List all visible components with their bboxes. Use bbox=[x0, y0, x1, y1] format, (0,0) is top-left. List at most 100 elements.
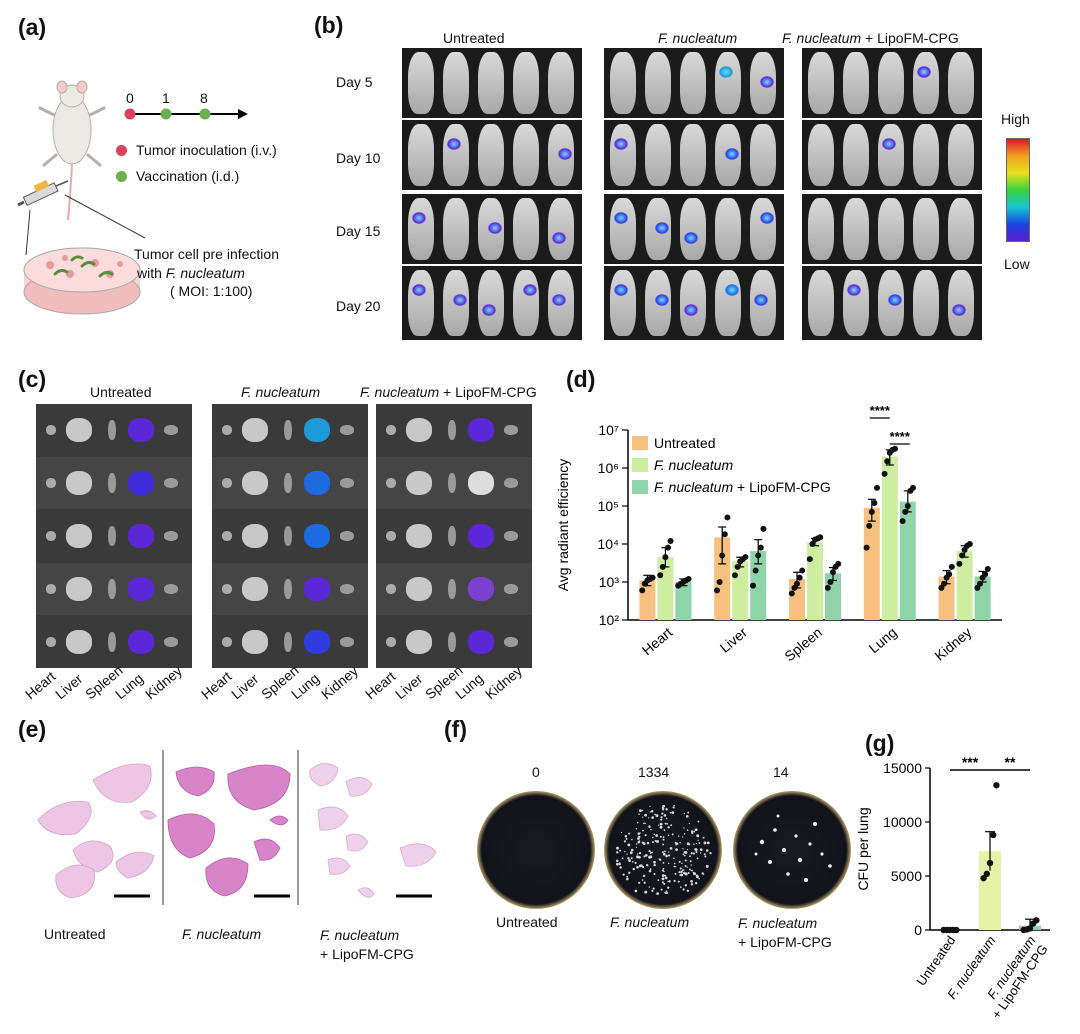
colony bbox=[670, 824, 673, 827]
colony bbox=[629, 851, 633, 854]
colony bbox=[690, 880, 693, 883]
plate-fn-lipo bbox=[733, 791, 851, 909]
colony bbox=[702, 873, 705, 875]
data-point bbox=[742, 554, 749, 561]
mouse-silhouette bbox=[948, 52, 974, 114]
bar bbox=[807, 542, 823, 620]
organ bbox=[386, 584, 396, 594]
chart-d: 10² 10³ 10⁴ 10⁵ 10⁶ 10⁷ Avg radiant efficiency… bbox=[555, 403, 1002, 664]
f-caption-fn: F. nucleatum bbox=[610, 914, 690, 930]
signal-blob bbox=[453, 294, 467, 306]
ivis-image bbox=[802, 266, 982, 340]
colony bbox=[662, 867, 665, 870]
y-tick-label: 10⁴ bbox=[597, 536, 619, 552]
data-point bbox=[948, 563, 955, 570]
colony bbox=[638, 813, 640, 815]
mouse-silhouette bbox=[680, 198, 706, 260]
colony bbox=[637, 837, 640, 840]
colony bbox=[663, 814, 667, 817]
mouse-silhouette bbox=[408, 198, 434, 260]
mouse-silhouette bbox=[408, 52, 434, 114]
data-point bbox=[817, 534, 824, 541]
x-tick-label: Spleen bbox=[781, 624, 825, 664]
colony bbox=[636, 821, 639, 824]
data-point bbox=[639, 587, 646, 594]
signal-blob bbox=[917, 66, 931, 78]
panel-a-label: (a) bbox=[18, 14, 47, 40]
colony bbox=[661, 881, 664, 884]
colony bbox=[638, 851, 642, 855]
organ-row bbox=[376, 457, 532, 509]
organ-label: Liver bbox=[392, 670, 426, 703]
colony bbox=[616, 846, 619, 850]
organ bbox=[284, 632, 292, 652]
colony bbox=[669, 846, 673, 850]
signal-blob bbox=[760, 76, 774, 88]
organ bbox=[222, 531, 232, 541]
colony bbox=[674, 872, 677, 875]
organ bbox=[386, 425, 396, 435]
mouse-silhouette bbox=[913, 270, 939, 336]
data-point bbox=[662, 554, 669, 561]
data-point bbox=[794, 580, 800, 587]
colony bbox=[697, 820, 700, 823]
f-caption-fn-lipo: F. nucleatum + LipoFM-CPG bbox=[738, 915, 832, 950]
f-count-fn: 1334 bbox=[638, 764, 670, 780]
signal-blob bbox=[952, 304, 966, 316]
signal-blob bbox=[754, 294, 768, 306]
colony bbox=[628, 871, 631, 874]
colony bbox=[662, 805, 665, 808]
organ bbox=[448, 579, 456, 599]
colony bbox=[624, 850, 626, 853]
organ bbox=[406, 630, 432, 654]
colony bbox=[688, 822, 690, 825]
mouse-silhouette bbox=[513, 270, 539, 336]
organ bbox=[386, 478, 396, 488]
signal-blob bbox=[684, 232, 698, 244]
data-point bbox=[959, 552, 965, 559]
organ bbox=[242, 524, 268, 548]
panel-g-label: (g) bbox=[865, 730, 895, 756]
colony bbox=[683, 812, 686, 815]
data-point bbox=[899, 518, 906, 525]
y-tick-label: 0 bbox=[914, 922, 922, 938]
mouse-silhouette bbox=[513, 124, 539, 186]
colony bbox=[667, 834, 670, 836]
colony bbox=[704, 855, 707, 857]
signal-blob bbox=[412, 284, 426, 296]
mouse-silhouette bbox=[610, 270, 636, 336]
organ bbox=[304, 577, 330, 601]
colony bbox=[658, 858, 660, 860]
legend-swatch bbox=[632, 436, 648, 450]
day-label-15: Day 15 bbox=[336, 223, 381, 239]
colony bbox=[689, 860, 692, 863]
bar bbox=[675, 582, 692, 620]
signal-blob bbox=[760, 212, 774, 224]
mouse-silhouette bbox=[750, 198, 776, 260]
organ bbox=[284, 420, 292, 440]
organ bbox=[222, 584, 232, 594]
mouse-silhouette bbox=[680, 270, 706, 336]
colony bbox=[682, 888, 685, 891]
mouse-silhouette bbox=[843, 124, 869, 186]
colony bbox=[693, 872, 697, 876]
signal-blob bbox=[558, 148, 572, 160]
colony bbox=[664, 874, 667, 877]
colony bbox=[683, 832, 686, 835]
colony bbox=[641, 809, 644, 812]
colony bbox=[662, 861, 665, 864]
data-point bbox=[649, 574, 656, 581]
organ bbox=[504, 478, 518, 488]
organ bbox=[468, 471, 494, 495]
mouse-silhouette bbox=[443, 124, 469, 186]
organ bbox=[468, 577, 494, 601]
b-group-fn-lipo: F. nucleatum + LipoFM-CPG bbox=[782, 30, 959, 46]
organ bbox=[128, 418, 154, 442]
timeline-dot-0 bbox=[124, 108, 136, 120]
colony bbox=[672, 806, 675, 809]
colony bbox=[673, 865, 676, 868]
colony bbox=[663, 829, 666, 832]
y-tick-label: 10³ bbox=[599, 574, 620, 590]
colony bbox=[665, 854, 668, 858]
scale-low-label: Low bbox=[1004, 256, 1030, 272]
